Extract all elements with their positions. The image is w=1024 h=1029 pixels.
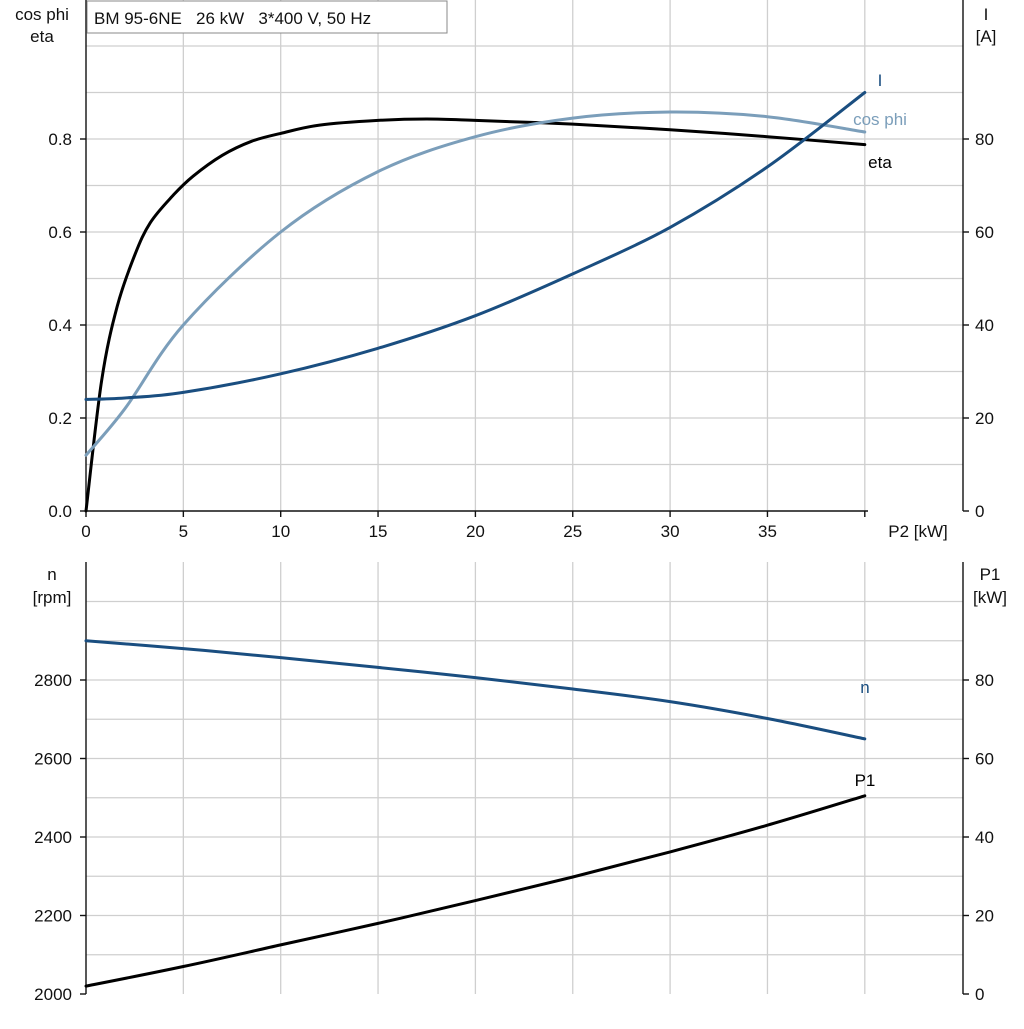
left-tick-label: 0.6: [48, 223, 72, 242]
series-label-i: I: [878, 71, 883, 90]
x-tick-label: 35: [758, 522, 777, 541]
right-tick-label: 40: [975, 316, 994, 335]
bottom-panel-series-labels: n P1: [855, 678, 876, 790]
chart-title-box: [86, 0, 448, 34]
x-tick-label: 30: [661, 522, 680, 541]
left-axis-label-cosphi: cos phi: [15, 5, 69, 24]
left-tick-label: 2000: [34, 985, 72, 1004]
top-panel-series-labels: eta cos phi I: [853, 71, 907, 172]
left-axis-label-eta: eta: [30, 27, 54, 46]
right-tick-label: 60: [975, 750, 994, 769]
bottom-panel-right-tick-labels: 0 20 40 60 80: [975, 671, 994, 1004]
curve-cos-phi: [84, 110, 867, 457]
right-tick-label: 40: [975, 828, 994, 847]
left-tick-label: 2600: [34, 750, 72, 769]
right-axis-label-current: I: [984, 5, 989, 24]
x-tick-label: 5: [179, 522, 188, 541]
top-panel-right-tick-labels: 0 20 40 60 80: [975, 130, 994, 521]
bottom-panel-grid: [86, 562, 963, 994]
bottom-panel-left-tick-labels: 2000 2200 2400 2600 2800: [34, 671, 72, 1004]
right-tick-label: 80: [975, 671, 994, 690]
left-tick-label: 2400: [34, 828, 72, 847]
x-tick-label: 10: [271, 522, 290, 541]
right-tick-label: 60: [975, 223, 994, 242]
series-label-n: n: [860, 678, 869, 697]
left-tick-label: 2200: [34, 907, 72, 926]
curve-n: [84, 639, 867, 741]
top-panel-axes: [80, 0, 969, 517]
curve-i: [84, 91, 867, 401]
top-panel-left-tick-labels: 0.0 0.2 0.4 0.6 0.8: [48, 130, 72, 521]
right-tick-label: 20: [975, 907, 994, 926]
x-axis-label: P2 [kW]: [888, 522, 948, 541]
x-tick-label: 25: [563, 522, 582, 541]
left-axis-label-speed: n: [47, 565, 56, 584]
right-tick-label: 20: [975, 409, 994, 428]
left-tick-label: 0.2: [48, 409, 72, 428]
left-axis-label-speed-unit: [rpm]: [33, 588, 72, 607]
series-label-eta: eta: [868, 153, 892, 172]
curve-eta: [84, 117, 867, 513]
series-label-cos-phi: cos phi: [853, 110, 907, 129]
top-panel-curves: [84, 91, 867, 513]
right-axis-label-p1-unit: [kW]: [973, 588, 1007, 607]
left-tick-label: 0.0: [48, 502, 72, 521]
left-tick-label: 0.8: [48, 130, 72, 149]
bottom-panel-curves: [84, 639, 867, 988]
right-axis-label-current-unit: [A]: [976, 27, 997, 46]
right-tick-label: 80: [975, 130, 994, 149]
right-tick-label: 0: [975, 985, 984, 1004]
right-axis-label-p1: P1: [980, 565, 1001, 584]
top-panel-x-tick-labels: 0 5 10 15 20 25 30 35: [81, 522, 777, 541]
curve-p1: [84, 794, 867, 988]
left-tick-label: 2800: [34, 671, 72, 690]
bottom-panel-axes: [80, 562, 969, 995]
top-panel-grid: [86, 0, 963, 511]
series-label-p1: P1: [855, 771, 876, 790]
x-tick-label: 15: [369, 522, 388, 541]
left-tick-label: 0.4: [48, 316, 72, 335]
right-tick-label: 0: [975, 502, 984, 521]
x-tick-label: 0: [81, 522, 90, 541]
x-tick-label: 20: [466, 522, 485, 541]
chart-title: BM 95-6NE 26 kW 3*400 V, 50 Hz: [94, 9, 371, 28]
